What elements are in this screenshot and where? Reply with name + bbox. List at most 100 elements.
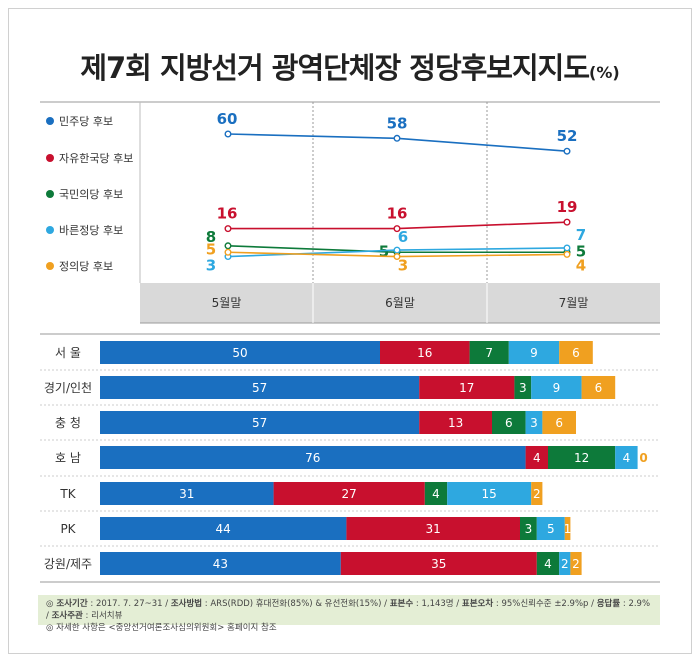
region-label: 충 청 — [55, 415, 81, 430]
bar-segment — [346, 517, 520, 540]
footer-field-value: : 1,143명 / — [413, 599, 462, 609]
data-point — [393, 246, 401, 254]
bar-value-label: 31 — [179, 487, 194, 501]
bar-value-label: 3 — [525, 522, 533, 536]
data-label: 5 — [206, 240, 216, 258]
x-tick-label: 5월말 — [211, 296, 242, 310]
bar-segment — [559, 552, 571, 575]
bar-segment — [548, 446, 616, 469]
data-label: 52 — [557, 127, 578, 145]
bar-value-label: 12 — [574, 451, 589, 465]
bar-value-label: 13 — [448, 416, 463, 430]
bar-segment — [380, 341, 470, 364]
bar-segment — [469, 341, 509, 364]
legend-label: 정의당 후보 — [59, 260, 114, 273]
bar-value-label: 3 — [519, 381, 527, 395]
region-label: TK — [60, 486, 76, 501]
data-point — [224, 242, 232, 250]
data-label: 7 — [576, 226, 586, 244]
bar-segment — [100, 341, 380, 364]
bar-value-label: 2 — [561, 557, 569, 571]
bar-value-label: 4 — [432, 487, 440, 501]
bar-segment — [447, 482, 532, 505]
bar-segment — [581, 376, 616, 399]
footer-field-label: 표본오차 — [461, 599, 494, 609]
region-label: 서 울 — [55, 345, 81, 360]
legend-item: 바른정당 후보 — [46, 222, 140, 238]
data-label: 16 — [217, 205, 238, 223]
footer-field-label: 조사주관 — [51, 611, 83, 621]
bar-value-label: 4 — [533, 451, 541, 465]
region-label: PK — [60, 521, 76, 536]
bar-value-label: 44 — [216, 522, 231, 536]
data-label: 8 — [206, 228, 216, 246]
bar-value-label: 5 — [547, 522, 555, 536]
legend-label: 민주당 후보 — [59, 115, 114, 128]
footer-note: ◎ 조사기간 : 2017. 7. 27~31 / 조사방법 : ARS(RDD… — [38, 595, 660, 633]
bar-segment — [273, 482, 425, 505]
legend-dot-icon — [46, 190, 54, 198]
bar-segment — [531, 376, 582, 399]
region-label: 호 남 — [55, 450, 81, 465]
bar-segment — [514, 376, 532, 399]
data-point — [563, 250, 571, 258]
data-point — [563, 218, 571, 226]
bar-segment — [570, 552, 582, 575]
bar-value-label: 43 — [213, 557, 228, 571]
bar-value-label: 31 — [426, 522, 441, 536]
bar-segment — [419, 376, 515, 399]
region-label: 강원/제주 — [43, 556, 93, 571]
data-label: 58 — [387, 114, 408, 132]
legend-label: 바른정당 후보 — [59, 224, 124, 237]
bar-value-label: 76 — [305, 451, 320, 465]
bar-value-label: 6 — [555, 416, 563, 430]
bar-value-label: 6 — [505, 416, 513, 430]
x-tick-label: 6월말 — [385, 296, 415, 310]
bar-value-label: 16 — [417, 346, 432, 360]
bar-value-label: 3 — [530, 416, 538, 430]
bar-value-label: 4 — [544, 557, 552, 571]
footer-field-value: : 2017. 7. 27~31 / — [87, 599, 171, 609]
bar-value-label: 0 — [639, 451, 647, 465]
bar-segment — [340, 552, 537, 575]
legend-dot-icon — [46, 117, 54, 125]
bar-value-label: 9 — [553, 381, 561, 395]
bar-segment — [100, 376, 420, 399]
bar-value-label: 57 — [252, 416, 267, 430]
legend-item: 정의당 후보 — [46, 258, 140, 274]
bar-segment — [508, 341, 560, 364]
bar-segment — [100, 552, 341, 575]
bar-value-label: 7 — [485, 346, 493, 360]
chart-title: 제7회 지방선거 광역단체장 정당후보지지도(%) — [0, 45, 700, 87]
bar-value-label: 6 — [595, 381, 603, 395]
data-label: 19 — [557, 198, 578, 216]
legend-item: 민주당 후보 — [46, 113, 140, 129]
data-label: 6 — [398, 228, 408, 246]
bar-segment — [100, 482, 274, 505]
data-label: 4 — [576, 256, 586, 274]
data-point — [563, 244, 571, 252]
footer-field-value: : 2.9% / — [46, 599, 651, 621]
bar-value-label: 1 — [564, 522, 572, 536]
bar-value-label: 35 — [431, 557, 446, 571]
data-label: 60 — [217, 110, 238, 128]
footer-field-label: 응답률 — [596, 599, 621, 609]
bar-value-label: 2 — [533, 487, 541, 501]
footer-field-label: 조사방법 — [170, 599, 203, 609]
bar-segment — [424, 482, 448, 505]
bar-value-label: 50 — [232, 346, 247, 360]
data-point — [224, 130, 232, 138]
data-point — [224, 248, 232, 256]
x-axis-band — [140, 283, 660, 323]
legend-item: 국민의당 후보 — [46, 186, 140, 202]
bar-segment — [559, 341, 593, 364]
footer-field-value: : ARS(RDD) 휴대전화(85%) & 유선전화(15%) / — [202, 599, 390, 609]
footer-line-2: ◎ 자세한 사항은 <중앙선거여론조사심의위원회> 홈페이지 참조 — [46, 623, 277, 633]
data-point — [224, 225, 232, 233]
bar-value-label: 27 — [342, 487, 357, 501]
bar-value-label: 17 — [459, 381, 474, 395]
legend-label: 자유한국당 후보 — [59, 152, 134, 165]
data-label: 5 — [576, 242, 586, 260]
data-point — [563, 147, 571, 155]
